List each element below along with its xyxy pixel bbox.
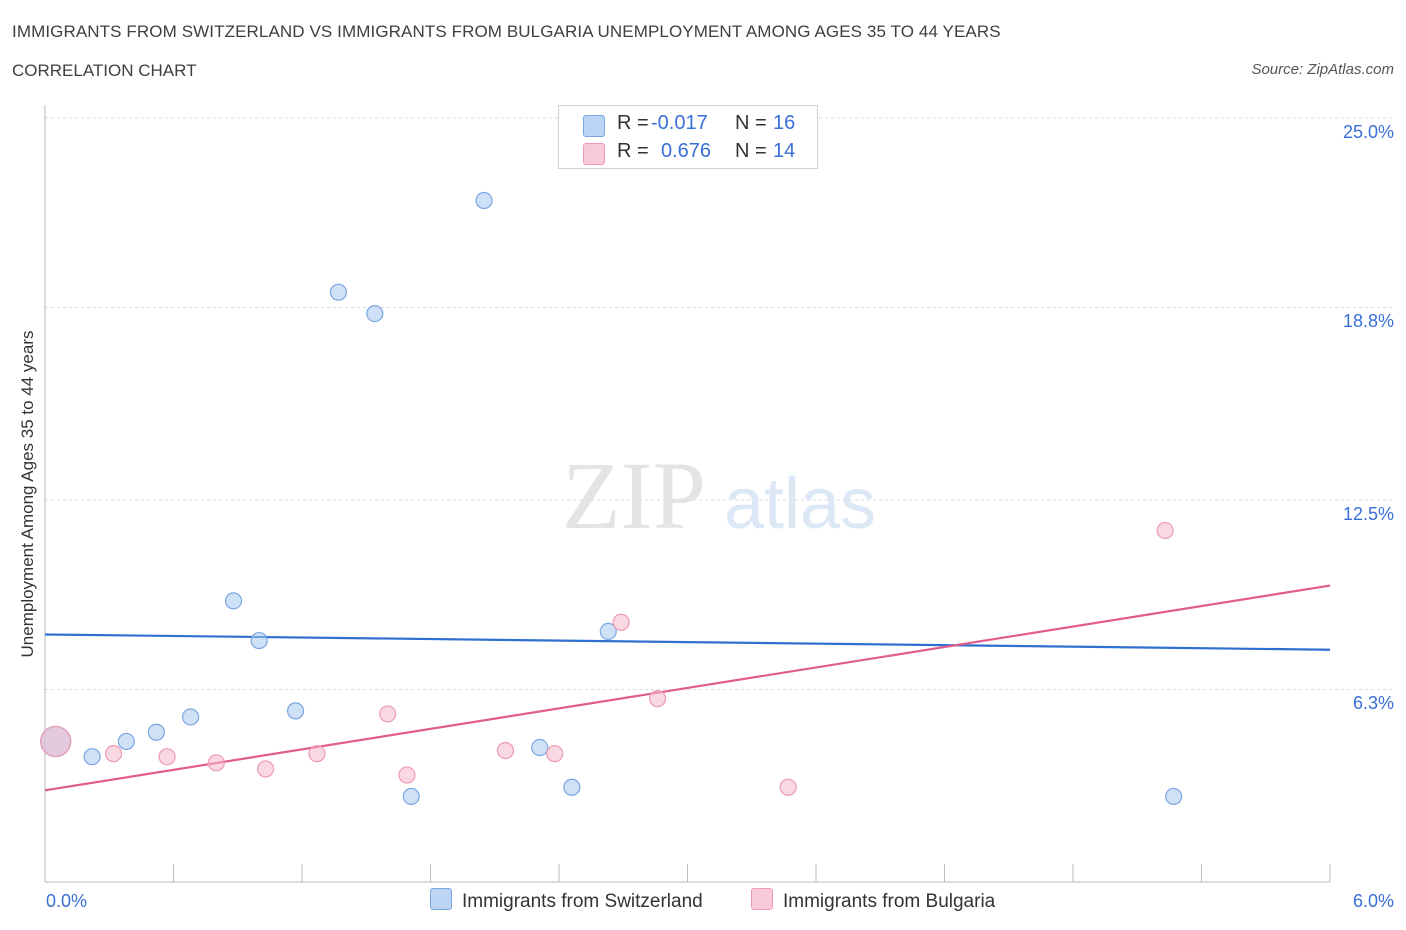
watermark-zip: ZIP xyxy=(562,442,706,549)
series-swatch-bulgaria xyxy=(751,888,773,910)
trend-line-bulgaria xyxy=(44,584,1331,792)
point-bulgaria xyxy=(612,613,630,631)
data-points xyxy=(40,191,1183,806)
series-swatch-switzerland xyxy=(430,888,452,910)
point-bulgaria xyxy=(648,690,667,708)
correlation-legend: R = -0.017 N = 16 R = 0.676 N = 14 xyxy=(558,105,818,169)
series-name-switzerland: Immigrants from Switzerland xyxy=(462,891,703,912)
point-bulgaria xyxy=(308,745,326,763)
watermark-atlas: atlas xyxy=(724,464,876,544)
source-credit: Source: ZipAtlas.com xyxy=(1251,61,1394,78)
y-tick-label: 6.3% xyxy=(1352,693,1394,714)
point-switzerland xyxy=(250,631,268,650)
point-bulgaria xyxy=(104,745,123,763)
point-bulgaria xyxy=(779,778,797,796)
y-axis-label: Unemployment Among Ages 35 to 44 years xyxy=(18,330,37,658)
x-tick-label-max: 6.0% xyxy=(1352,891,1394,911)
point-bulgaria xyxy=(256,760,275,778)
point-switzerland xyxy=(286,702,305,720)
chart-subtitle: CORRELATION CHART xyxy=(12,61,197,80)
point-switzerland xyxy=(147,723,165,741)
y-tick-label: 12.5% xyxy=(1342,504,1394,524)
legend-r-value: -0.017 xyxy=(651,112,708,134)
point-bulgaria xyxy=(207,754,225,772)
point-switzerland xyxy=(531,738,549,757)
point-bulgaria xyxy=(379,705,397,723)
x-tick-label-min: 0.0% xyxy=(46,891,88,911)
point-switzerland xyxy=(224,592,243,610)
point-bulgaria xyxy=(158,748,176,766)
legend-r-label: R = xyxy=(617,112,649,134)
point-switzerland xyxy=(83,748,101,766)
watermark: ZIP atlas xyxy=(562,442,876,549)
legend-n-label: N = xyxy=(735,112,767,134)
legend-n-value: 14 xyxy=(773,140,796,162)
legend-swatch-switzerland xyxy=(583,115,605,137)
y-tick-label: 18.8% xyxy=(1342,311,1394,332)
point-switzerland xyxy=(182,708,200,726)
point-switzerland xyxy=(1165,787,1183,806)
series-name-bulgaria: Immigrants from Bulgaria xyxy=(783,891,996,912)
trend-line-switzerland xyxy=(44,633,1331,651)
series-legend-switzerland: Immigrants from Switzerland xyxy=(430,888,703,913)
grid-lines xyxy=(45,117,1395,690)
point-bulgaria xyxy=(398,766,416,784)
point-switzerland xyxy=(599,622,617,641)
point-switzerland xyxy=(475,191,493,210)
point-switzerland xyxy=(329,283,348,301)
point-bulgaria xyxy=(496,741,515,760)
legend-r-value: 0.676 xyxy=(661,140,712,162)
point-bulgaria xyxy=(546,745,564,763)
point-switzerland xyxy=(117,732,135,751)
chart-title: IMMIGRANTS FROM SWITZERLAND VS IMMIGRANT… xyxy=(12,22,1001,41)
point-switzerland xyxy=(402,787,420,806)
point-switzerland xyxy=(563,778,581,796)
point-bulgaria xyxy=(1156,521,1174,540)
point-bulgaria xyxy=(40,725,72,758)
series-legend-bulgaria: Immigrants from Bulgaria xyxy=(751,888,995,913)
y-tick-label: 25.0% xyxy=(1342,122,1394,142)
legend-n-value: 16 xyxy=(773,112,796,134)
legend-n-label: N = xyxy=(735,140,767,162)
trend-lines xyxy=(44,584,1331,792)
legend-swatch-bulgaria xyxy=(583,143,605,165)
point-switzerland xyxy=(366,304,384,323)
legend-r-label: R = xyxy=(617,140,649,162)
